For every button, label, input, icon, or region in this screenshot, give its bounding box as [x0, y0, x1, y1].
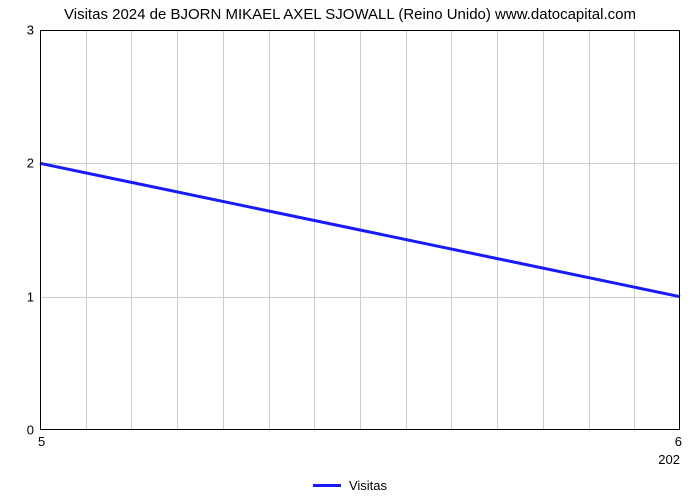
- legend-label: Visitas: [349, 478, 387, 493]
- x-tick-left: 5: [38, 430, 45, 449]
- legend: Visitas: [0, 474, 700, 493]
- legend-swatch: [313, 484, 341, 487]
- chart-title: Visitas 2024 de BJORN MIKAEL AXEL SJOWAL…: [0, 6, 700, 23]
- x-tick-right: 6: [675, 430, 682, 449]
- legend-item: Visitas: [313, 478, 387, 493]
- series-line: [40, 30, 680, 430]
- x-tick-sub: 202: [658, 452, 680, 467]
- y-tick-label: 1: [27, 289, 40, 304]
- chart-container: Visitas 2024 de BJORN MIKAEL AXEL SJOWAL…: [0, 0, 700, 500]
- x-tick-right-value: 6: [675, 434, 682, 449]
- plot-area: 0123 5 6 202: [40, 30, 680, 430]
- y-tick-label: 2: [27, 156, 40, 171]
- y-tick-label: 3: [27, 23, 40, 38]
